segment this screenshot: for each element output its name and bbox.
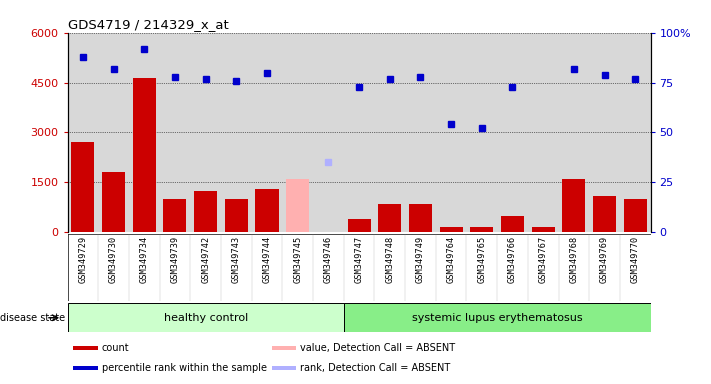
Bar [593, 196, 616, 232]
Text: systemic lupus erythematosus: systemic lupus erythematosus [412, 313, 582, 323]
Bar [439, 227, 463, 232]
Bar [225, 199, 248, 232]
Bar [624, 199, 647, 232]
Text: GSM349746: GSM349746 [324, 236, 333, 283]
Bar [620, 33, 651, 232]
Text: healthy control: healthy control [164, 313, 247, 323]
Bar [73, 366, 98, 370]
Bar [255, 189, 279, 232]
Bar [436, 33, 466, 232]
Bar [589, 33, 620, 232]
Bar [102, 172, 125, 232]
Text: GSM349743: GSM349743 [232, 236, 241, 283]
Bar [375, 33, 405, 232]
Bar [272, 346, 296, 350]
Bar [98, 33, 129, 232]
Bar [348, 219, 370, 232]
Text: GSM349739: GSM349739 [171, 236, 179, 283]
Text: GSM349742: GSM349742 [201, 236, 210, 283]
Bar [159, 33, 191, 232]
Bar [313, 33, 343, 232]
Text: GSM349768: GSM349768 [570, 236, 578, 283]
Text: GSM349748: GSM349748 [385, 236, 394, 283]
Text: GSM349747: GSM349747 [355, 236, 363, 283]
Text: percentile rank within the sample: percentile rank within the sample [102, 363, 267, 373]
Bar [501, 216, 524, 232]
Bar [68, 303, 343, 332]
Bar [409, 204, 432, 232]
Text: value, Detection Call = ABSENT: value, Detection Call = ABSENT [300, 343, 455, 353]
Bar [71, 142, 95, 232]
Text: count: count [102, 343, 129, 353]
Bar [405, 33, 436, 232]
Bar [559, 33, 589, 232]
Text: GSM349769: GSM349769 [600, 236, 609, 283]
Text: GSM349767: GSM349767 [539, 236, 547, 283]
Text: rank, Detection Call = ABSENT: rank, Detection Call = ABSENT [300, 363, 451, 373]
Bar [470, 227, 493, 232]
Bar [282, 33, 313, 232]
Bar [378, 204, 401, 232]
Bar [562, 179, 585, 232]
Bar [68, 33, 98, 232]
Bar [272, 366, 296, 370]
Bar [164, 199, 186, 232]
Text: GSM349745: GSM349745 [293, 236, 302, 283]
Bar [343, 303, 651, 332]
Bar [497, 33, 528, 232]
Bar [221, 33, 252, 232]
Text: GSM349765: GSM349765 [477, 236, 486, 283]
Bar [194, 191, 217, 232]
Text: GDS4719 / 214329_x_at: GDS4719 / 214329_x_at [68, 18, 228, 31]
Bar [252, 33, 282, 232]
Bar [133, 78, 156, 232]
Text: GSM349744: GSM349744 [262, 236, 272, 283]
Bar [129, 33, 159, 232]
Text: GSM349729: GSM349729 [78, 236, 87, 283]
Text: GSM349730: GSM349730 [109, 236, 118, 283]
Text: GSM349749: GSM349749 [416, 236, 425, 283]
Text: GSM349770: GSM349770 [631, 236, 640, 283]
Bar [286, 179, 309, 232]
Text: disease state: disease state [0, 313, 65, 323]
Text: GSM349764: GSM349764 [447, 236, 456, 283]
Bar [191, 33, 221, 232]
Bar [343, 33, 375, 232]
Text: GSM349766: GSM349766 [508, 236, 517, 283]
Bar [532, 227, 555, 232]
Bar [466, 33, 497, 232]
Bar [73, 346, 98, 350]
Bar [528, 33, 559, 232]
Text: GSM349734: GSM349734 [140, 236, 149, 283]
